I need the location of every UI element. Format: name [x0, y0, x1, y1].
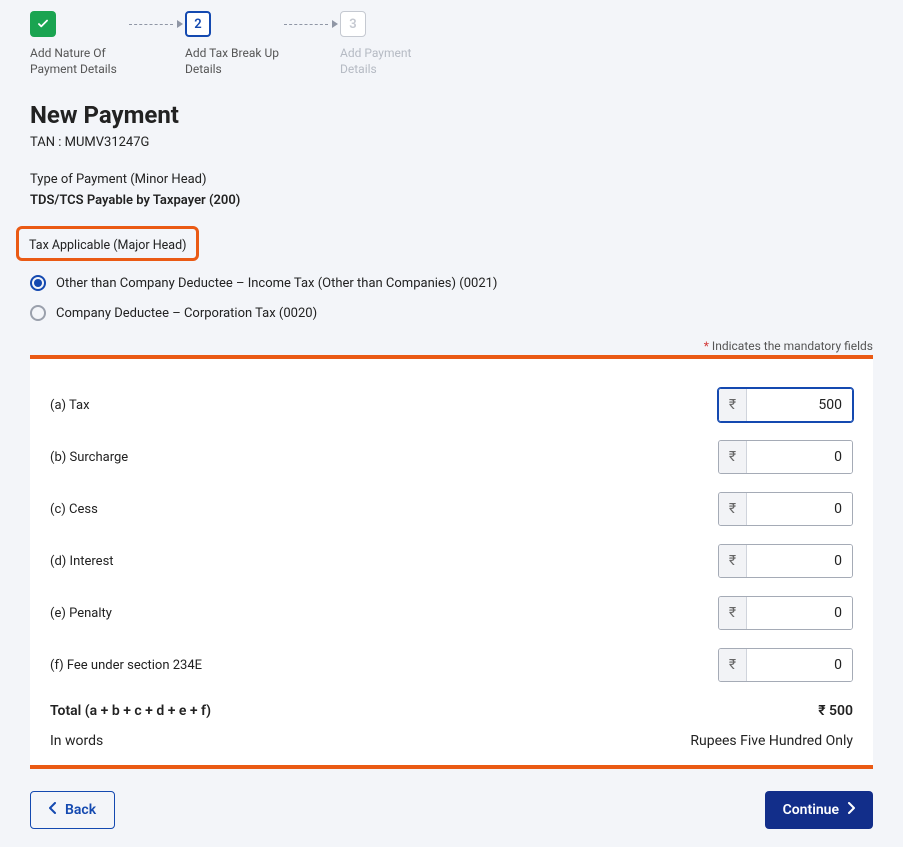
- tan-line: TAN : MUMV31247G: [30, 135, 873, 150]
- type-of-payment-label: Type of Payment (Minor Head): [30, 172, 873, 187]
- rupee-icon: ₹: [719, 597, 747, 629]
- continue-button[interactable]: Continue: [765, 791, 873, 829]
- check-icon: [36, 17, 50, 31]
- step-2-box: 2: [185, 11, 211, 37]
- amount-value[interactable]: 0: [747, 493, 852, 525]
- amount-value[interactable]: 0: [747, 597, 852, 629]
- amount-value[interactable]: 500: [747, 389, 852, 421]
- stepper: Add Nature Of Payment Details 2 Add Tax …: [30, 10, 873, 77]
- field-row: (f) Fee under section 234E ₹0: [50, 639, 853, 691]
- tax-applicable-radio-group: Other than Company Deductee – Income Tax…: [30, 275, 873, 321]
- step-2: 2 Add Tax Break Up Details: [185, 10, 280, 77]
- rupee-icon: ₹: [719, 545, 747, 577]
- total-row: Total (a + b + c + d + e + f) ₹ 500: [50, 703, 853, 719]
- tax-breakup-panel: (a) Tax₹500(b) Surcharge₹0(c) Cess₹0(d) …: [30, 355, 873, 769]
- step-1-box: [30, 11, 56, 37]
- rupee-icon: ₹: [719, 649, 747, 681]
- field-row: (b) Surcharge ₹0: [50, 431, 853, 483]
- tax-applicable-highlight: Tax Applicable (Major Head): [16, 226, 199, 261]
- step-3: 3 Add Payment Details: [340, 10, 435, 77]
- tax-applicable-label: Tax Applicable (Major Head): [29, 238, 186, 253]
- radio-label-2: Company Deductee – Corporation Tax (0020…: [56, 306, 317, 321]
- radio-icon-selected: [30, 275, 46, 291]
- back-button-label: Back: [65, 802, 96, 818]
- radio-other-than-company[interactable]: Other than Company Deductee – Income Tax…: [30, 275, 873, 291]
- in-words-value: Rupees Five Hundred Only: [690, 733, 853, 749]
- step-3-box: 3: [340, 11, 366, 37]
- step-1-label: Add Nature Of Payment Details: [30, 46, 125, 77]
- field-label: (f) Fee under section 234E: [50, 658, 202, 673]
- field-label: (a) Tax: [50, 398, 90, 413]
- rupee-icon: ₹: [719, 441, 747, 473]
- field-label: (b) Surcharge: [50, 450, 128, 465]
- field-label: (c) Cess: [50, 502, 98, 517]
- radio-company-deductee[interactable]: Company Deductee – Corporation Tax (0020…: [30, 305, 873, 321]
- chevron-left-icon: [49, 802, 57, 818]
- field-row: (d) Interest ₹0: [50, 535, 853, 587]
- mandatory-text: Indicates the mandatory fields: [709, 339, 873, 353]
- amount-value[interactable]: 0: [747, 649, 852, 681]
- total-label: Total (a + b + c + d + e + f): [50, 703, 211, 719]
- in-words-label: In words: [50, 733, 103, 749]
- field-label: (d) Interest: [50, 554, 114, 569]
- amount-input[interactable]: ₹0: [718, 440, 853, 474]
- rupee-icon: ₹: [719, 389, 747, 421]
- amount-input[interactable]: ₹0: [718, 544, 853, 578]
- type-of-payment-value: TDS/TCS Payable by Taxpayer (200): [30, 193, 873, 208]
- mandatory-note: * Indicates the mandatory fields: [30, 339, 873, 353]
- step-1: Add Nature Of Payment Details: [30, 10, 125, 77]
- field-row: (e) Penalty ₹0: [50, 587, 853, 639]
- footer-buttons: Back Continue: [30, 791, 873, 829]
- amount-input[interactable]: ₹0: [718, 648, 853, 682]
- amount-value[interactable]: 0: [747, 545, 852, 577]
- step-3-label: Add Payment Details: [340, 46, 435, 77]
- connector-2: [280, 10, 340, 38]
- field-row: (a) Tax ₹500: [50, 379, 853, 431]
- rupee-icon: ₹: [719, 493, 747, 525]
- total-value: ₹ 500: [818, 703, 853, 719]
- chevron-right-icon: [847, 802, 855, 818]
- in-words-row: In words Rupees Five Hundred Only: [50, 733, 853, 749]
- page-title: New Payment: [30, 101, 873, 129]
- field-row: (c) Cess ₹0: [50, 483, 853, 535]
- step-2-label: Add Tax Break Up Details: [185, 46, 280, 77]
- back-button[interactable]: Back: [30, 791, 115, 829]
- continue-button-label: Continue: [783, 802, 839, 818]
- amount-value[interactable]: 0: [747, 441, 852, 473]
- radio-label-1: Other than Company Deductee – Income Tax…: [56, 276, 497, 291]
- radio-icon-unselected: [30, 305, 46, 321]
- amount-input[interactable]: ₹0: [718, 596, 853, 630]
- amount-input[interactable]: ₹500: [718, 388, 853, 422]
- amount-input[interactable]: ₹0: [718, 492, 853, 526]
- field-label: (e) Penalty: [50, 606, 112, 621]
- connector-1: [125, 10, 185, 38]
